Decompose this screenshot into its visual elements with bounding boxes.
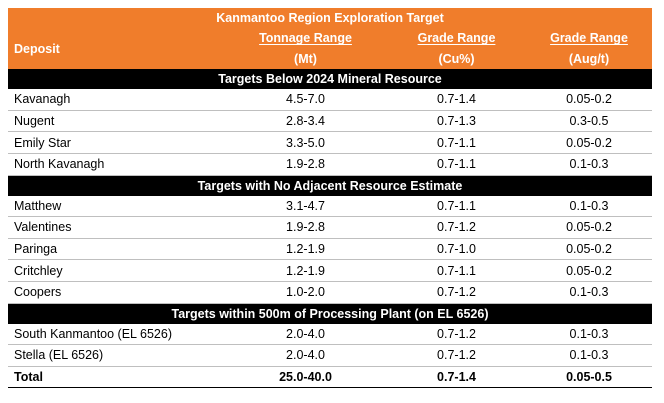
tonnage-cell: 3.1-4.7 xyxy=(224,195,387,218)
section-header-row: Targets with No Adjacent Resource Estima… xyxy=(8,175,652,196)
tonnage-cell: 2.8-3.4 xyxy=(224,110,387,133)
table-row: Kavanagh 4.5-7.0 0.7-1.4 0.05-0.2 xyxy=(8,89,652,111)
grade-cu-cell: 0.7-1.2 xyxy=(387,281,526,304)
grade-au-cell: 0.1-0.3 xyxy=(526,281,652,304)
deposit-name-cell: Nugent xyxy=(8,110,224,133)
total-label: Total xyxy=(8,366,224,389)
tonnage-cell: 1.9-2.8 xyxy=(224,216,387,239)
tonnage-cell: 1.2-1.9 xyxy=(224,259,387,282)
grade-cu-cell: 0.7-1.2 xyxy=(387,216,526,239)
tonnage-cell: 1.2-1.9 xyxy=(224,238,387,261)
tonnage-cell: 2.0-4.0 xyxy=(224,344,387,367)
table-row: South Kanmantoo (EL 6526) 2.0-4.0 0.7-1.2 0… xyxy=(8,323,652,346)
table-row: Stella (EL 6526) 2.0-4.0 0.7-1.2 0.1-0.3 xyxy=(8,344,652,367)
deposit-name-cell: Valentines xyxy=(8,216,224,239)
grade-cu-cell: 0.7-1.1 xyxy=(387,195,526,218)
table-title-row: Kanmantoo Region Exploration Target xyxy=(8,8,652,28)
deposit-name-cell: Kavanagh xyxy=(8,89,224,111)
tonnage-header: Tonnage Range xyxy=(259,31,352,46)
tonnage-cell: 2.0-4.0 xyxy=(224,323,387,346)
grade-cu-cell: 0.7-1.1 xyxy=(387,259,526,282)
tonnage-cell: 4.5-7.0 xyxy=(224,89,387,111)
total-grade-au: 0.05-0.5 xyxy=(526,366,652,389)
table-row: Valentines 1.9-2.8 0.7-1.2 0.05-0.2 xyxy=(8,216,652,239)
table-row: Emily Star 3.3-5.0 0.7-1.1 0.05-0.2 xyxy=(8,131,652,154)
deposit-name-cell: Paringa xyxy=(8,238,224,261)
table-title: Kanmantoo Region Exploration Target xyxy=(216,11,444,25)
deposit-name-cell: Stella (EL 6526) xyxy=(8,344,224,367)
tonnage-cell: 3.3-5.0 xyxy=(224,131,387,154)
exploration-target-table-container: Kanmantoo Region Exploration Target Depo… xyxy=(8,8,652,389)
deposit-name-cell: Coopers xyxy=(8,281,224,304)
total-row: Total 25.0-40.0 0.7-1.4 0.05-0.5 xyxy=(8,366,652,389)
grade-au-unit: (Aug/t) xyxy=(568,51,610,66)
deposit-name-cell: South Kanmantoo (EL 6526) xyxy=(8,323,224,346)
grade-cu-cell: 0.7-1.3 xyxy=(387,110,526,133)
grade-cu-unit: (Cu%) xyxy=(438,51,475,66)
deposit-name-cell: Emily Star xyxy=(8,131,224,154)
deposit-name-cell: North Kavanagh xyxy=(8,153,224,176)
deposit-name-cell: Matthew xyxy=(8,195,224,218)
tonnage-cell: 1.0-2.0 xyxy=(224,281,387,304)
tonnage-cell: 1.9-2.8 xyxy=(224,153,387,176)
table-row: Matthew 3.1-4.7 0.7-1.1 0.1-0.3 xyxy=(8,195,652,218)
table-row: Paringa 1.2-1.9 0.7-1.0 0.05-0.2 xyxy=(8,238,652,261)
grade-cu-cell: 0.7-1.2 xyxy=(387,344,526,367)
table-row: Nugent 2.8-3.4 0.7-1.3 0.3-0.5 xyxy=(8,110,652,133)
grade-cu-cell: 0.7-1.0 xyxy=(387,238,526,261)
table-row: Critchley 1.2-1.9 0.7-1.1 0.05-0.2 xyxy=(8,259,652,282)
grade-cu-cell: 0.7-1.4 xyxy=(387,89,526,111)
header-row: Deposit Tonnage Range Grade Range Grade … xyxy=(8,28,652,56)
grade-cu-cell: 0.7-1.1 xyxy=(387,153,526,176)
total-grade-cu: 0.7-1.4 xyxy=(387,366,526,389)
section-title: Targets within 500m of Processing Plant … xyxy=(8,303,652,324)
section-header-row: Targets within 500m of Processing Plant … xyxy=(8,303,652,324)
grade-au-cell: 0.05-0.2 xyxy=(526,216,652,239)
grade-au-cell: 0.05-0.2 xyxy=(526,238,652,261)
grade-cu-cell: 0.7-1.1 xyxy=(387,131,526,154)
table-row: North Kavanagh 1.9-2.8 0.7-1.1 0.1-0.3 xyxy=(8,153,652,176)
grade-au-cell: 0.1-0.3 xyxy=(526,323,652,346)
table-row: Coopers 1.0-2.0 0.7-1.2 0.1-0.3 xyxy=(8,281,652,304)
grade-au-cell: 0.05-0.2 xyxy=(526,89,652,111)
grade-cu-cell: 0.7-1.2 xyxy=(387,323,526,346)
section-header-row: Targets Below 2024 Mineral Resource xyxy=(8,69,652,90)
grade-cu-header: Grade Range xyxy=(417,31,496,46)
total-tonnage: 25.0-40.0 xyxy=(224,366,387,389)
grade-au-header: Grade Range xyxy=(550,31,628,46)
section-title: Targets Below 2024 Mineral Resource xyxy=(8,69,652,90)
exploration-target-table: Kanmantoo Region Exploration Target Depo… xyxy=(8,8,652,389)
grade-au-cell: 0.1-0.3 xyxy=(526,195,652,218)
deposit-header: Deposit xyxy=(14,41,60,56)
section-title: Targets with No Adjacent Resource Estima… xyxy=(8,175,652,196)
grade-au-cell: 0.05-0.2 xyxy=(526,131,652,154)
grade-au-cell: 0.05-0.2 xyxy=(526,259,652,282)
tonnage-unit: (Mt) xyxy=(294,51,317,66)
grade-au-cell: 0.1-0.3 xyxy=(526,344,652,367)
grade-au-cell: 0.3-0.5 xyxy=(526,110,652,133)
deposit-name-cell: Critchley xyxy=(8,259,224,282)
grade-au-cell: 0.1-0.3 xyxy=(526,153,652,176)
